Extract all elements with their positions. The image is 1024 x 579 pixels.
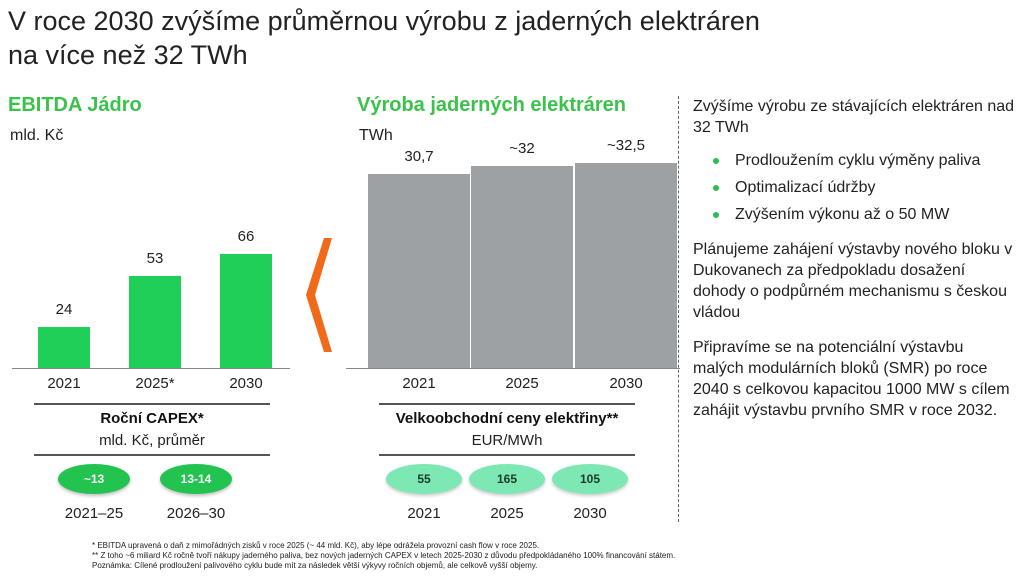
ebitda-category-label: 2025*: [135, 375, 175, 392]
production-category-label: 2025: [505, 375, 539, 392]
production-value-label: ~32,5: [607, 137, 645, 154]
capex-pill-2026-30: 13-14: [160, 464, 232, 494]
bullet-item: Optimalizací údržby: [713, 177, 1015, 198]
ebitda-chart-unit: mld. Kč: [10, 127, 64, 144]
right-bullet-list: Prodloužením cyklu výměny paliva Optimal…: [713, 150, 1015, 225]
page-title: V roce 2030 zvýšíme průměrnou výrobu z j…: [8, 4, 968, 72]
right-text-panel: Zvýšíme výrobu ze stávajících elektráren…: [693, 96, 1015, 435]
page-title-line2: na více než 32 TWh: [8, 40, 248, 70]
capex-pill-value: 13-14: [180, 472, 212, 486]
price-year-label: 2021: [407, 505, 441, 522]
footnote-3: Poznámka: Cílené prodloužení palivového …: [92, 561, 538, 570]
capex-top-rule: [34, 403, 270, 405]
capex-title: Roční CAPEX*: [100, 410, 204, 427]
production-value-label: 30,7: [404, 148, 434, 166]
capex-period-label: 2021–25: [64, 505, 124, 522]
price-pill-value: 105: [579, 472, 601, 486]
production-category-label: 2030: [609, 375, 643, 392]
right-paragraph-dukovany: Plánujeme zahájení výstavby nového bloku…: [693, 241, 1013, 321]
footnote-1: * EBITDA upravená o daň z mimořádných zi…: [92, 541, 540, 550]
production-x-axis: [346, 368, 680, 369]
capex-unit: mld. Kč, průměr: [99, 432, 205, 449]
capex-pill-2021-25: ~13: [58, 464, 130, 494]
ebitda-value-label: 53: [146, 250, 164, 268]
right-paragraph-smr: Připravíme se na potenciální výstavbu ma…: [693, 339, 1010, 419]
prices-top-rule: [379, 403, 635, 405]
ebitda-category-label: 2021: [47, 375, 81, 392]
price-pill-value: 165: [496, 472, 518, 486]
footnotes: * EBITDA upravená o daň z mimořádných zi…: [92, 541, 812, 571]
section-divider: [678, 96, 679, 522]
ebitda-bar: [220, 254, 272, 368]
production-value-label: ~32: [509, 140, 535, 158]
ebitda-bar: [129, 276, 181, 368]
ebitda-value-label: 66: [237, 228, 255, 245]
prices-title: Velkoobchodní ceny elektřiny**: [395, 410, 619, 427]
price-year-label: 2030: [573, 505, 607, 522]
price-pill-2021: 55: [386, 464, 462, 494]
price-pill-value: 55: [417, 472, 431, 486]
price-pill-2030: 105: [552, 464, 628, 494]
page-title-line1: V roce 2030 zvýšíme průměrnou výrobu z j…: [8, 6, 760, 36]
ebitda-value-label: 24: [55, 300, 73, 318]
production-bar: [575, 163, 677, 368]
production-chart-unit: TWh: [359, 127, 393, 144]
price-pill-2025: 165: [469, 464, 545, 494]
capex-pill-value: ~13: [83, 472, 105, 486]
capex-bottom-rule: [34, 454, 270, 456]
prices-unit: EUR/MWh: [471, 432, 543, 449]
chevron-left-icon: [306, 238, 332, 352]
bullet-item: Prodloužením cyklu výměny paliva: [713, 150, 1015, 171]
capex-period-label: 2026–30: [166, 505, 226, 522]
production-bar: [368, 174, 470, 368]
footnote-2: ** Z toho ~6 miliard Kč ročně tvoří náku…: [92, 551, 676, 560]
ebitda-bar: [38, 326, 90, 368]
price-year-label: 2025: [490, 505, 524, 522]
production-category-label: 2021: [402, 375, 436, 392]
prices-bottom-rule: [379, 454, 635, 456]
production-bar: [471, 166, 573, 368]
ebitda-chart-title: EBITDA Jádro: [8, 94, 142, 116]
ebitda-x-axis: [12, 368, 290, 369]
ebitda-category-label: 2030: [229, 375, 263, 392]
bullet-item: Zvýšením výkonu až o 50 MW: [713, 204, 1015, 225]
production-chart-title: Výroba jaderných elektráren: [357, 94, 627, 116]
right-intro: Zvýšíme výrobu ze stávajících elektráren…: [693, 98, 1015, 136]
